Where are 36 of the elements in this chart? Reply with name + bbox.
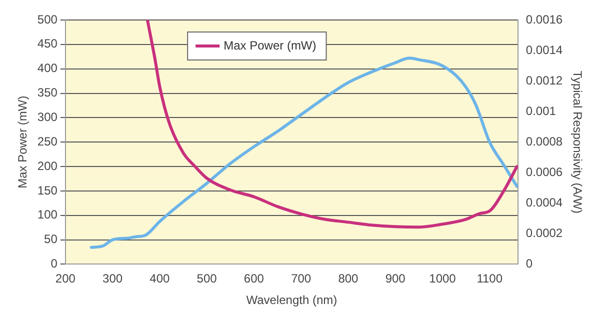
x-tick-label: 300: [102, 272, 123, 286]
y2-tick-label: 0.0008: [526, 134, 563, 148]
line-series: [146, 20, 518, 229]
x-tick-label: 900: [385, 272, 406, 286]
x-tick-label: 1100: [476, 272, 503, 286]
y-axis-title: Max Power (mW): [16, 96, 30, 188]
y-tick-label: 150: [37, 183, 58, 198]
y2-tick-label: 0.0012: [526, 73, 563, 88]
x-tick-label: 600: [244, 272, 264, 286]
y-tick-label: 350: [37, 86, 58, 100]
legend-label: Max Power (mW): [224, 38, 316, 52]
y2-tick-label: 0.0016: [526, 12, 563, 26]
y2-tick-label: 0.0004: [526, 195, 563, 210]
y2-tick-label: 0.001: [526, 104, 556, 118]
x-axis-title: Wavelength (nm): [246, 293, 338, 308]
x-tick-label: 700: [291, 272, 312, 286]
line-series: [90, 56, 518, 249]
y-tick-label: 250: [37, 134, 58, 148]
y-tick-label: 50: [44, 232, 58, 246]
y-tick-label: 100: [37, 208, 58, 222]
y-tick-label: 300: [37, 110, 58, 124]
y-tick-label: 200: [37, 158, 58, 173]
y2-tick-label: 0.0006: [526, 164, 563, 179]
x-tick-label: 800: [338, 272, 359, 286]
y2-tick-label: 0: [526, 256, 533, 271]
y-tick-label: 400: [37, 61, 58, 76]
y2-tick-label: 0.0002: [526, 226, 563, 240]
x-tick-label: 1000: [429, 272, 456, 286]
x-tick-label: 400: [150, 272, 170, 286]
y-tick-label: 0: [50, 256, 58, 271]
y-tick-label: 450: [37, 36, 58, 51]
y2-tick-label: 0.0014: [526, 42, 563, 57]
y-tick-label: 500: [37, 12, 58, 26]
x-tick-label: 500: [196, 272, 218, 286]
x-tick-label: 200: [55, 272, 76, 286]
y2-axis-title: Typical Responsivity (A/W): [570, 70, 584, 214]
